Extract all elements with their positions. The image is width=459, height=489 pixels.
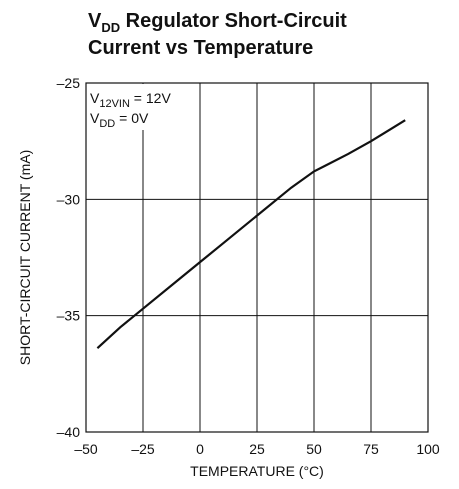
x-tick-label: –25 [131, 441, 155, 457]
annotation-part: = 12V [130, 90, 172, 106]
x-tick-label: 25 [249, 441, 265, 457]
annotation-bg [87, 84, 173, 130]
x-tick-label: 100 [416, 441, 440, 457]
chart-title: Current vs Temperature [88, 37, 313, 59]
chart-title: VDD Regulator Short-Circuit [88, 10, 347, 35]
data-line [96, 119, 406, 350]
annotation-part: V [90, 90, 100, 106]
title-part: Regulator Short-Circuit [120, 10, 347, 32]
title-part: V [88, 10, 102, 32]
x-tick-label: –50 [74, 441, 98, 457]
x-tick-label: 50 [306, 441, 322, 457]
y-tick-label: –25 [57, 75, 81, 91]
annotation-part: = 0V [115, 110, 149, 126]
annotation-part: 12VIN [99, 98, 130, 110]
annotation: VDD = 0V [90, 110, 149, 130]
y-tick-label: –40 [57, 424, 81, 440]
title-part: DD [101, 20, 120, 35]
y-tick-label: –30 [57, 191, 81, 207]
annotation: V12VIN = 12V [90, 90, 171, 110]
x-tick-label: 75 [363, 441, 379, 457]
x-tick-label: 0 [196, 441, 204, 457]
x-axis-label: TEMPERATURE (°C) [190, 463, 324, 479]
annotation-part: DD [99, 118, 115, 130]
y-axis-label: SHORT-CIRCUIT CURRENT (mA) [17, 150, 33, 365]
plot-frame [85, 82, 429, 433]
y-tick-label: –35 [57, 308, 81, 324]
annotation-part: V [90, 110, 100, 126]
